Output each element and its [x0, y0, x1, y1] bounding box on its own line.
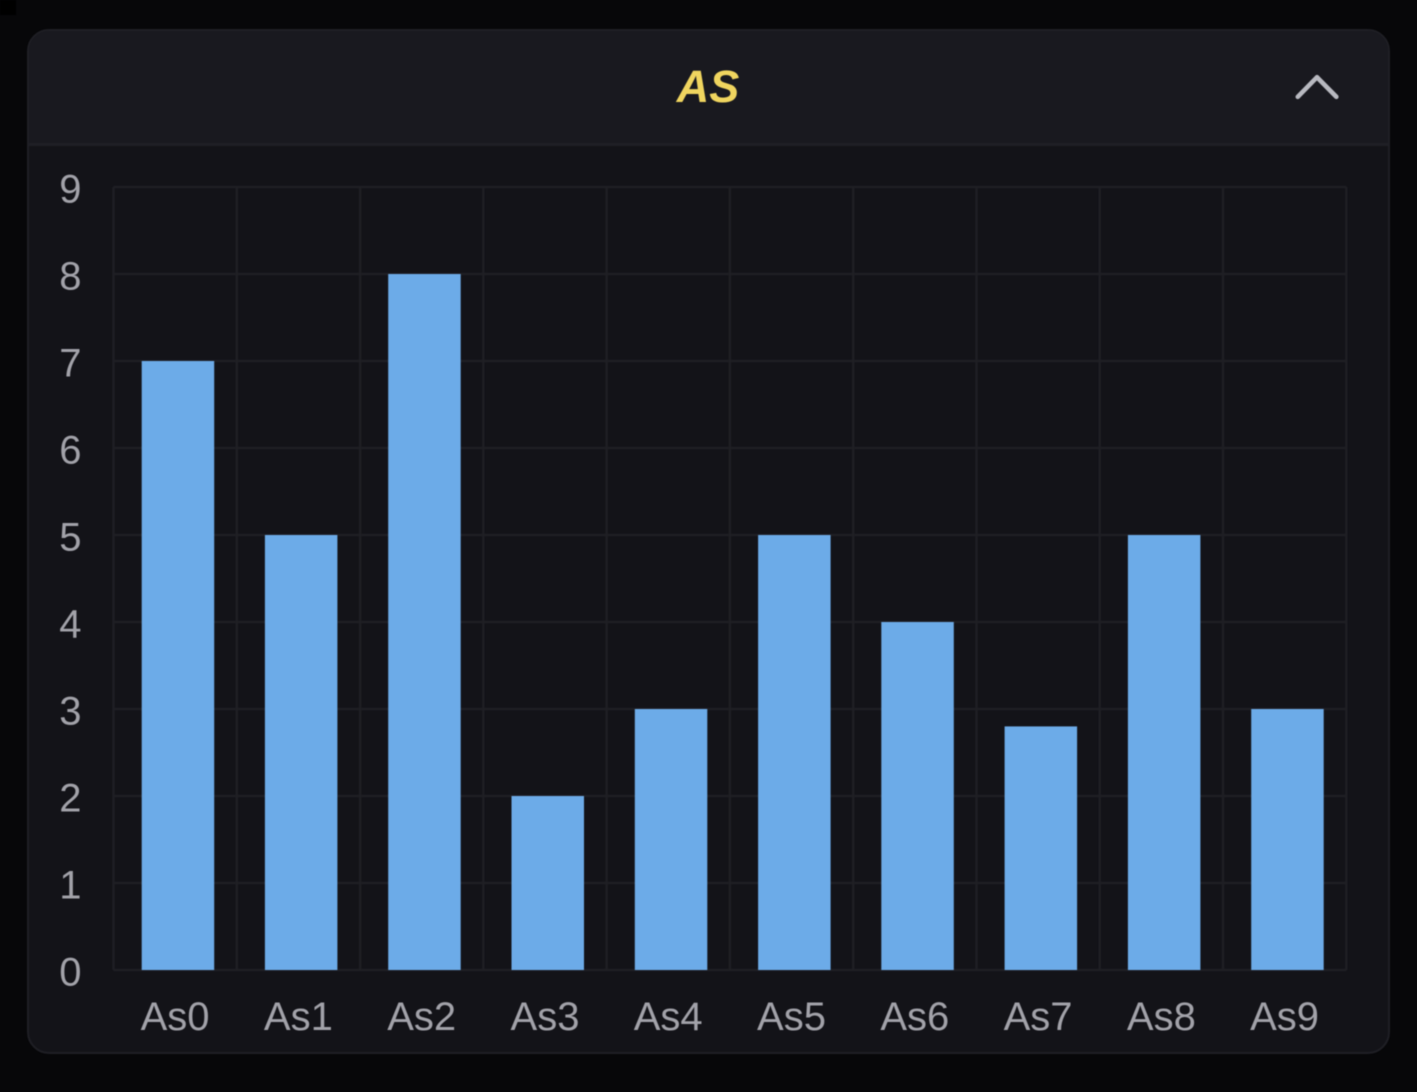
svg-text:2: 2 [59, 777, 81, 821]
svg-text:As7: As7 [1004, 995, 1073, 1039]
svg-text:As5: As5 [757, 995, 826, 1039]
svg-text:9: 9 [59, 168, 81, 212]
svg-text:As9: As9 [1250, 995, 1319, 1039]
svg-text:7: 7 [59, 342, 81, 386]
svg-text:As8: As8 [1127, 995, 1196, 1039]
svg-text:8: 8 [59, 255, 81, 299]
svg-text:5: 5 [59, 516, 81, 560]
svg-text:As1: As1 [264, 995, 333, 1039]
svg-text:As0: As0 [141, 995, 210, 1039]
svg-text:6: 6 [59, 429, 81, 473]
svg-text:1: 1 [59, 864, 81, 908]
svg-text:As2: As2 [387, 995, 456, 1039]
svg-text:4: 4 [59, 603, 81, 647]
svg-text:As3: As3 [511, 995, 580, 1039]
svg-text:As6: As6 [880, 995, 949, 1039]
svg-text:0: 0 [59, 951, 81, 995]
svg-text:As4: As4 [634, 995, 703, 1039]
svg-text:3: 3 [59, 690, 81, 734]
